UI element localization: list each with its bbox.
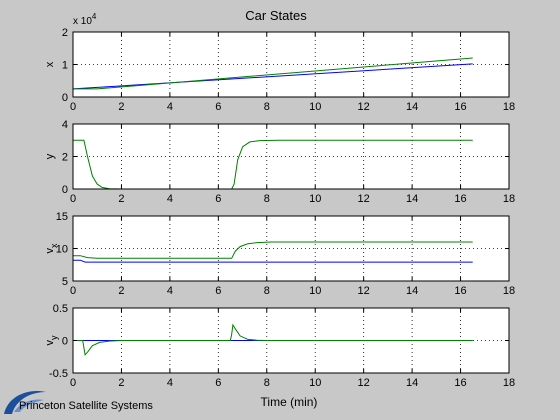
x-tick-label: 12 bbox=[358, 377, 370, 389]
x-tick-label: 4 bbox=[167, 377, 173, 389]
x-tick-label: 14 bbox=[406, 101, 418, 113]
y-tick-label: 10 bbox=[56, 244, 68, 256]
subplot-2: 0 2 4 6 8 10 12 14 16 18 0 2 4 y bbox=[44, 119, 515, 205]
x-tick-label: 16 bbox=[454, 285, 466, 297]
series-line-2 bbox=[73, 241, 473, 259]
x-tick-label: 16 bbox=[454, 101, 466, 113]
y-axis-label: y bbox=[44, 153, 56, 159]
plot-area bbox=[73, 216, 509, 281]
x-tick-label: 8 bbox=[264, 193, 270, 205]
plot-area bbox=[73, 32, 509, 97]
x-tick-label: 2 bbox=[118, 285, 124, 297]
plot-area bbox=[73, 124, 509, 189]
y-axis-label: vx bbox=[44, 243, 59, 254]
x-axis-label: Time (min) bbox=[261, 395, 318, 409]
x-tick-label: 16 bbox=[454, 193, 466, 205]
y-tick-label: 0.5 bbox=[53, 303, 68, 315]
x-tick-label: 14 bbox=[406, 193, 418, 205]
y-exponent-label: x 104 bbox=[73, 12, 97, 27]
y-axis-label-subscript: y bbox=[49, 335, 59, 340]
company-logo-text: Princeton Satellite Systems bbox=[19, 400, 153, 412]
x-tick-label: 2 bbox=[118, 377, 124, 389]
series-line-2 bbox=[73, 57, 473, 90]
x-tick-label: 10 bbox=[309, 101, 321, 113]
y-tick-label: 0 bbox=[62, 92, 68, 104]
y-axis-label: vy bbox=[44, 335, 59, 346]
x-tick-label: 6 bbox=[215, 285, 221, 297]
x-tick-label: 6 bbox=[215, 377, 221, 389]
y-exponent-power: 4 bbox=[92, 12, 97, 21]
x-tick-label: 0 bbox=[70, 193, 76, 205]
x-tick-label: 12 bbox=[358, 193, 370, 205]
x-tick-label: 12 bbox=[358, 285, 370, 297]
y-tick-label: 5 bbox=[62, 276, 68, 288]
y-tick-label: 0 bbox=[62, 184, 68, 196]
subplot-4: 0 2 4 6 8 10 12 14 16 18-0.500.5vy bbox=[44, 303, 515, 389]
y-tick-label: 2 bbox=[62, 27, 68, 39]
x-tick-label: 0 bbox=[70, 377, 76, 389]
x-tick-label: 0 bbox=[70, 285, 76, 297]
x-tick-label: 14 bbox=[406, 377, 418, 389]
x-tick-label: 6 bbox=[215, 193, 221, 205]
x-tick-label: 14 bbox=[406, 285, 418, 297]
series-line-1 bbox=[72, 63, 473, 90]
x-tick-label: 0 bbox=[70, 101, 76, 113]
series-line-1 bbox=[73, 259, 473, 263]
y-tick-label: 15 bbox=[56, 211, 68, 223]
x-tick-label: 12 bbox=[358, 101, 370, 113]
x-tick-label: 16 bbox=[454, 377, 466, 389]
y-axis-label-subscript: x bbox=[49, 243, 59, 248]
x-tick-label: 10 bbox=[309, 377, 321, 389]
y-tick-label: 2 bbox=[62, 152, 68, 164]
x-tick-label: 10 bbox=[309, 285, 321, 297]
figure-title: Car States bbox=[245, 8, 307, 23]
y-tick-label: 1 bbox=[62, 60, 68, 72]
y-axis-label: x bbox=[44, 61, 56, 67]
pss-swoosh-icon bbox=[4, 390, 46, 414]
x-tick-label: 2 bbox=[118, 193, 124, 205]
x-tick-label: 2 bbox=[118, 101, 124, 113]
x-tick-label: 8 bbox=[264, 377, 270, 389]
x-tick-label: 10 bbox=[309, 193, 321, 205]
x-tick-label: 18 bbox=[503, 193, 515, 205]
x-tick-label: 18 bbox=[503, 285, 515, 297]
y-tick-label: 0 bbox=[62, 336, 68, 348]
x-tick-label: 8 bbox=[264, 101, 270, 113]
x-tick-label: 4 bbox=[167, 101, 173, 113]
x-tick-label: 18 bbox=[503, 377, 515, 389]
x-tick-label: 4 bbox=[167, 193, 173, 205]
x-tick-label: 6 bbox=[215, 101, 221, 113]
x-tick-label: 8 bbox=[264, 285, 270, 297]
y-tick-label: 4 bbox=[62, 119, 68, 131]
series-line-2 bbox=[73, 323, 473, 356]
subplot-3: 0 2 4 6 8 10 12 14 16 18 5 10 15 vx bbox=[44, 211, 515, 297]
x-tick-label: 18 bbox=[503, 101, 515, 113]
y-tick-label: -0.5 bbox=[49, 368, 68, 380]
x-tick-label: 4 bbox=[167, 285, 173, 297]
